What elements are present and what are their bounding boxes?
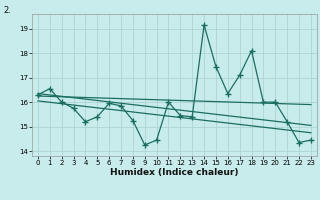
Text: 2.: 2. [3,6,11,15]
X-axis label: Humidex (Indice chaleur): Humidex (Indice chaleur) [110,168,239,177]
